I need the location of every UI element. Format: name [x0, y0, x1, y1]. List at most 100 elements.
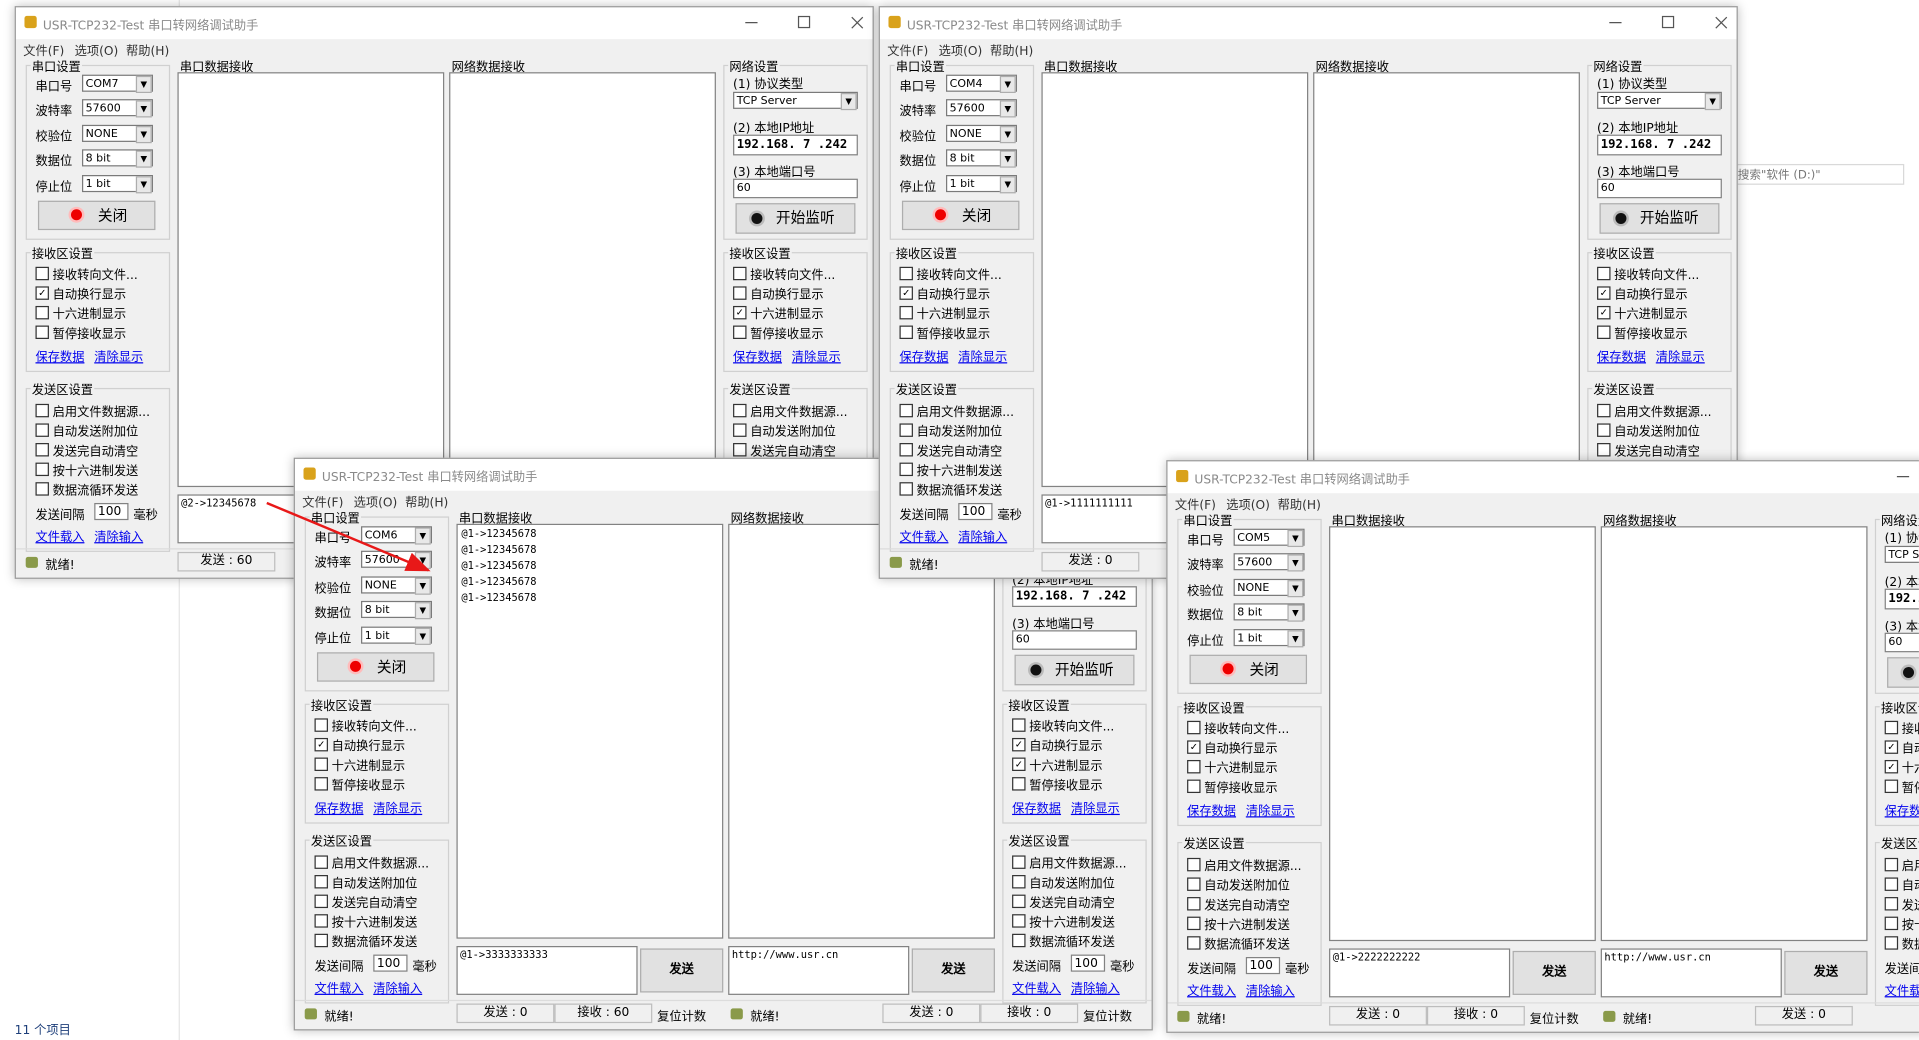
checkbox[interactable]: [314, 894, 328, 909]
checkbox[interactable]: [35, 423, 49, 437]
dropdown[interactable]: COM5 ▼: [1233, 528, 1305, 548]
checkbox[interactable]: [733, 423, 747, 437]
link[interactable]: 文件载入: [314, 982, 364, 997]
checkbox[interactable]: [1884, 779, 1899, 794]
checkbox[interactable]: [1187, 857, 1201, 872]
checkbox[interactable]: [35, 266, 49, 281]
checkbox[interactable]: [314, 757, 328, 771]
checkbox[interactable]: [899, 423, 913, 437]
link[interactable]: 清除输入: [94, 531, 144, 545]
menu-item[interactable]: 帮助(H): [126, 45, 170, 59]
checkbox[interactable]: [35, 325, 49, 339]
checkbox[interactable]: [1012, 875, 1026, 889]
checkbox[interactable]: [35, 482, 49, 496]
dropdown[interactable]: 57600 ▼: [1233, 553, 1305, 572]
checkbox[interactable]: ✓: [899, 286, 913, 300]
menu-item[interactable]: 文件(F): [23, 45, 65, 59]
checkbox[interactable]: [314, 855, 328, 869]
checkbox[interactable]: [314, 914, 328, 928]
dropdown[interactable]: 1 bit ▼: [945, 175, 1017, 194]
checkbox[interactable]: [733, 286, 747, 300]
status-reset[interactable]: 复位计数: [1083, 1010, 1133, 1025]
checkbox[interactable]: [1012, 718, 1026, 732]
link[interactable]: 保存数据: [1597, 351, 1647, 365]
checkbox[interactable]: [35, 403, 49, 418]
link[interactable]: 保存数据: [1187, 805, 1237, 819]
window-controls[interactable]: [1877, 461, 1919, 493]
checkbox[interactable]: [733, 266, 747, 281]
dropdown[interactable]: 57600 ▼: [945, 99, 1017, 118]
explorer-search[interactable]: 搜索"软件 (D:)": [1732, 163, 1905, 185]
link[interactable]: 保存数据: [35, 351, 85, 365]
link[interactable]: 文件载入: [1187, 985, 1237, 999]
checkbox[interactable]: [1884, 857, 1899, 872]
link[interactable]: 清除显示: [1655, 351, 1705, 365]
checkbox[interactable]: [1012, 777, 1026, 791]
checkbox[interactable]: [733, 325, 747, 339]
interval-input[interactable]: 100: [373, 954, 408, 972]
checkbox[interactable]: ✓: [1012, 737, 1026, 752]
checkbox[interactable]: [733, 443, 747, 457]
checkbox[interactable]: [1597, 423, 1611, 437]
checkbox[interactable]: [35, 462, 49, 477]
checkbox[interactable]: [1187, 877, 1201, 891]
dropdown[interactable]: NONE ▼: [1233, 578, 1305, 598]
checkbox[interactable]: [1187, 916, 1201, 931]
checkbox[interactable]: [1597, 403, 1611, 418]
menu-item[interactable]: 帮助(H): [990, 45, 1034, 59]
checkbox[interactable]: ✓: [1012, 757, 1026, 771]
checkbox[interactable]: [35, 443, 49, 457]
checkbox[interactable]: [1012, 894, 1026, 909]
dropdown[interactable]: COM6 ▼: [361, 526, 433, 545]
button[interactable]: 关闭: [37, 200, 156, 231]
interval-input[interactable]: 100: [1245, 957, 1281, 975]
dropdown[interactable]: 1 bit ▼: [1233, 629, 1305, 648]
checkbox[interactable]: ✓: [35, 286, 49, 300]
checkbox[interactable]: [1012, 933, 1026, 948]
link[interactable]: 保存数据: [1884, 805, 1919, 819]
port-input[interactable]: 60: [1012, 630, 1137, 650]
button[interactable]: 开始监听: [1887, 657, 1919, 688]
dropdown[interactable]: TCP Server▼: [733, 91, 858, 111]
link[interactable]: 清除显示: [1245, 805, 1295, 819]
dropdown[interactable]: 1 bit ▼: [361, 626, 433, 645]
checkbox[interactable]: ✓: [1597, 305, 1611, 320]
send-button[interactable]: 发送: [911, 948, 995, 993]
menu-item[interactable]: 帮助(H): [1277, 499, 1321, 513]
checkbox[interactable]: [1187, 897, 1201, 911]
link[interactable]: 清除显示: [373, 802, 423, 817]
button[interactable]: 开始监听: [735, 203, 856, 234]
checkbox[interactable]: [314, 933, 328, 948]
checkbox[interactable]: [899, 325, 913, 339]
link[interactable]: 文件载入: [899, 531, 949, 545]
checkbox[interactable]: [733, 403, 747, 418]
link[interactable]: 清除输入: [373, 982, 423, 997]
window-controls[interactable]: [726, 7, 873, 39]
checkbox[interactable]: [314, 875, 328, 889]
checkbox[interactable]: ✓: [1884, 759, 1899, 774]
checkbox[interactable]: [1187, 936, 1201, 950]
checkbox[interactable]: [1884, 897, 1899, 911]
interval-input[interactable]: 100: [1070, 954, 1106, 972]
interval-input[interactable]: 100: [94, 502, 129, 521]
checkbox[interactable]: [899, 482, 913, 496]
dropdown[interactable]: NONE ▼: [361, 576, 433, 595]
checkbox[interactable]: [314, 718, 328, 732]
menu-item[interactable]: 选项(O): [938, 45, 983, 59]
checkbox[interactable]: [35, 305, 49, 320]
checkbox[interactable]: [899, 462, 913, 477]
send-input[interactable]: http://www.usr.cn: [728, 945, 910, 995]
link[interactable]: 清除显示: [94, 351, 144, 365]
checkbox[interactable]: [1187, 720, 1201, 735]
checkbox[interactable]: [1884, 916, 1899, 931]
dropdown[interactable]: 1 bit ▼: [81, 175, 153, 194]
checkbox[interactable]: [1884, 936, 1899, 950]
checkbox[interactable]: ✓: [1597, 286, 1611, 300]
dropdown[interactable]: TCP Server▼: [1884, 545, 1919, 563]
checkbox[interactable]: [899, 266, 913, 281]
port-input[interactable]: 60: [1884, 632, 1919, 653]
dropdown[interactable]: TCP Server▼: [1597, 91, 1722, 111]
link[interactable]: 保存数据: [733, 351, 783, 365]
send-button[interactable]: 发送: [640, 948, 724, 993]
link[interactable]: 保存数据: [899, 351, 949, 365]
